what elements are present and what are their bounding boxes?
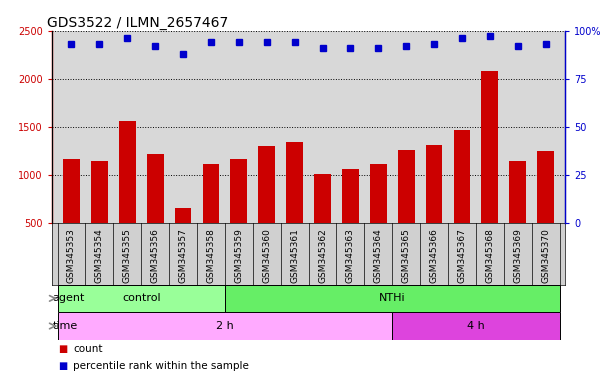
Bar xyxy=(314,174,331,223)
Text: GSM345357: GSM345357 xyxy=(178,228,188,283)
Text: percentile rank within the sample: percentile rank within the sample xyxy=(73,361,249,371)
Bar xyxy=(225,285,560,312)
Text: GSM345360: GSM345360 xyxy=(262,228,271,283)
Text: GSM345355: GSM345355 xyxy=(123,228,132,283)
Text: GSM345353: GSM345353 xyxy=(67,228,76,283)
Text: 4 h: 4 h xyxy=(467,321,485,331)
Text: GSM345356: GSM345356 xyxy=(151,228,159,283)
Text: 2 h: 2 h xyxy=(216,321,234,331)
Bar xyxy=(370,164,387,223)
Bar xyxy=(63,159,80,223)
Bar xyxy=(203,164,219,223)
Text: GSM345359: GSM345359 xyxy=(235,228,243,283)
Text: agent: agent xyxy=(53,293,85,303)
Bar xyxy=(392,312,560,340)
Bar xyxy=(175,208,191,223)
Bar xyxy=(342,169,359,223)
Bar xyxy=(510,161,526,223)
Bar xyxy=(258,146,275,223)
Bar xyxy=(537,151,554,223)
Text: GSM345366: GSM345366 xyxy=(430,228,439,283)
Bar xyxy=(453,130,470,223)
Bar xyxy=(286,142,303,223)
Text: GSM345368: GSM345368 xyxy=(485,228,494,283)
Text: count: count xyxy=(73,344,103,354)
Bar xyxy=(91,161,108,223)
Bar xyxy=(119,121,136,223)
Text: GSM345369: GSM345369 xyxy=(513,228,522,283)
Text: GSM345367: GSM345367 xyxy=(458,228,466,283)
Text: ■: ■ xyxy=(58,361,67,371)
Text: GSM345358: GSM345358 xyxy=(207,228,216,283)
Text: GSM345370: GSM345370 xyxy=(541,228,550,283)
Text: NTHi: NTHi xyxy=(379,293,406,303)
Text: ■: ■ xyxy=(58,344,67,354)
Bar xyxy=(230,159,247,223)
Text: GSM345361: GSM345361 xyxy=(290,228,299,283)
Text: GDS3522 / ILMN_2657467: GDS3522 / ILMN_2657467 xyxy=(47,16,228,30)
Bar xyxy=(398,150,414,223)
Text: time: time xyxy=(53,321,78,331)
Bar xyxy=(481,71,498,223)
Bar xyxy=(57,312,392,340)
Text: control: control xyxy=(122,293,161,303)
Text: GSM345364: GSM345364 xyxy=(374,228,382,283)
Text: GSM345354: GSM345354 xyxy=(95,228,104,283)
Text: GSM345362: GSM345362 xyxy=(318,228,327,283)
Bar xyxy=(147,154,164,223)
Bar xyxy=(57,285,225,312)
Text: GSM345363: GSM345363 xyxy=(346,228,355,283)
Bar xyxy=(426,145,442,223)
Text: GSM345365: GSM345365 xyxy=(401,228,411,283)
